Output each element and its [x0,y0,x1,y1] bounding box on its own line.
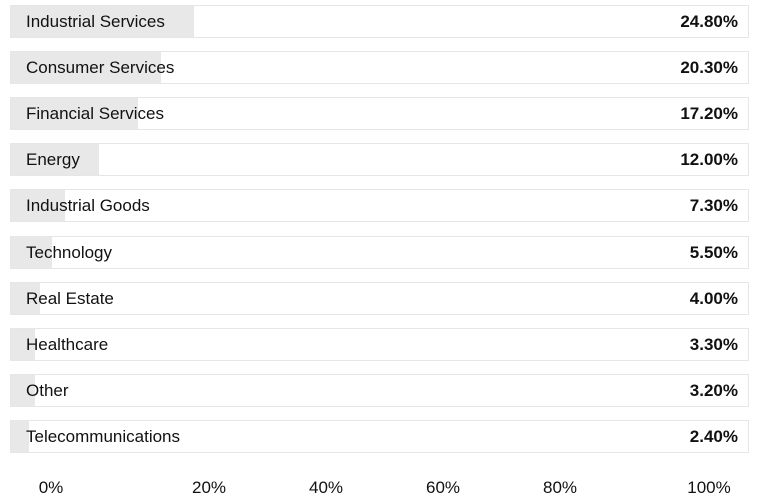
value-label: 20.30% [680,58,738,78]
category-label: Financial Services [26,104,164,124]
x-tick-label: 100% [687,478,731,497]
bar [11,374,35,406]
x-tick-label: 60% [425,478,461,497]
value-label: 4.00% [689,288,738,308]
category-label: Consumer Services [26,58,175,78]
value-label: 5.50% [689,242,738,262]
bar-row: Energy 12.00% [10,143,749,177]
value-label: 12.00% [680,150,738,170]
category-label: Other [26,380,69,400]
bar-row: Real Estate 4.00% [10,281,749,315]
value-label: 17.20% [680,104,738,124]
bar [11,52,161,84]
bar-row: Technology 5.50% [10,235,749,269]
x-tick-label: 80% [542,478,578,497]
bar-row: Healthcare 3.30% [10,327,749,361]
bar [11,98,138,130]
bar-row: Consumer Services 20.30% [10,51,749,85]
x-tick-label: 0% [38,478,64,497]
value-label: 7.30% [689,196,738,216]
x-tick-label: 20% [191,478,227,497]
category-label: Energy [26,150,80,170]
value-label: 3.20% [689,380,738,400]
category-label: Technology [26,242,113,262]
value-label: 24.80% [680,12,738,31]
bar [11,144,100,176]
x-tick-label: 40% [308,478,344,497]
bar-row: Other 3.20% [10,373,749,407]
bar [11,6,194,37]
category-label: Healthcare [26,334,109,354]
category-label: Industrial Goods [26,196,150,216]
category-label: Telecommunications [26,426,181,446]
bar [11,190,65,222]
bar [11,282,41,314]
category-label: Industrial Services [26,12,165,31]
bar [11,420,29,452]
bar [11,328,36,360]
bar-row: Industrial Services 24.80% [10,5,749,38]
value-label: 2.40% [689,426,738,446]
bar-row: Telecommunications 2.40% [10,419,749,453]
value-label: 3.30% [689,334,738,354]
bar-row: Financial Services 17.20% [10,97,749,131]
category-label: Real Estate [26,288,114,308]
bar-row: Industrial Goods 7.30% [10,189,749,223]
bar [11,236,52,268]
